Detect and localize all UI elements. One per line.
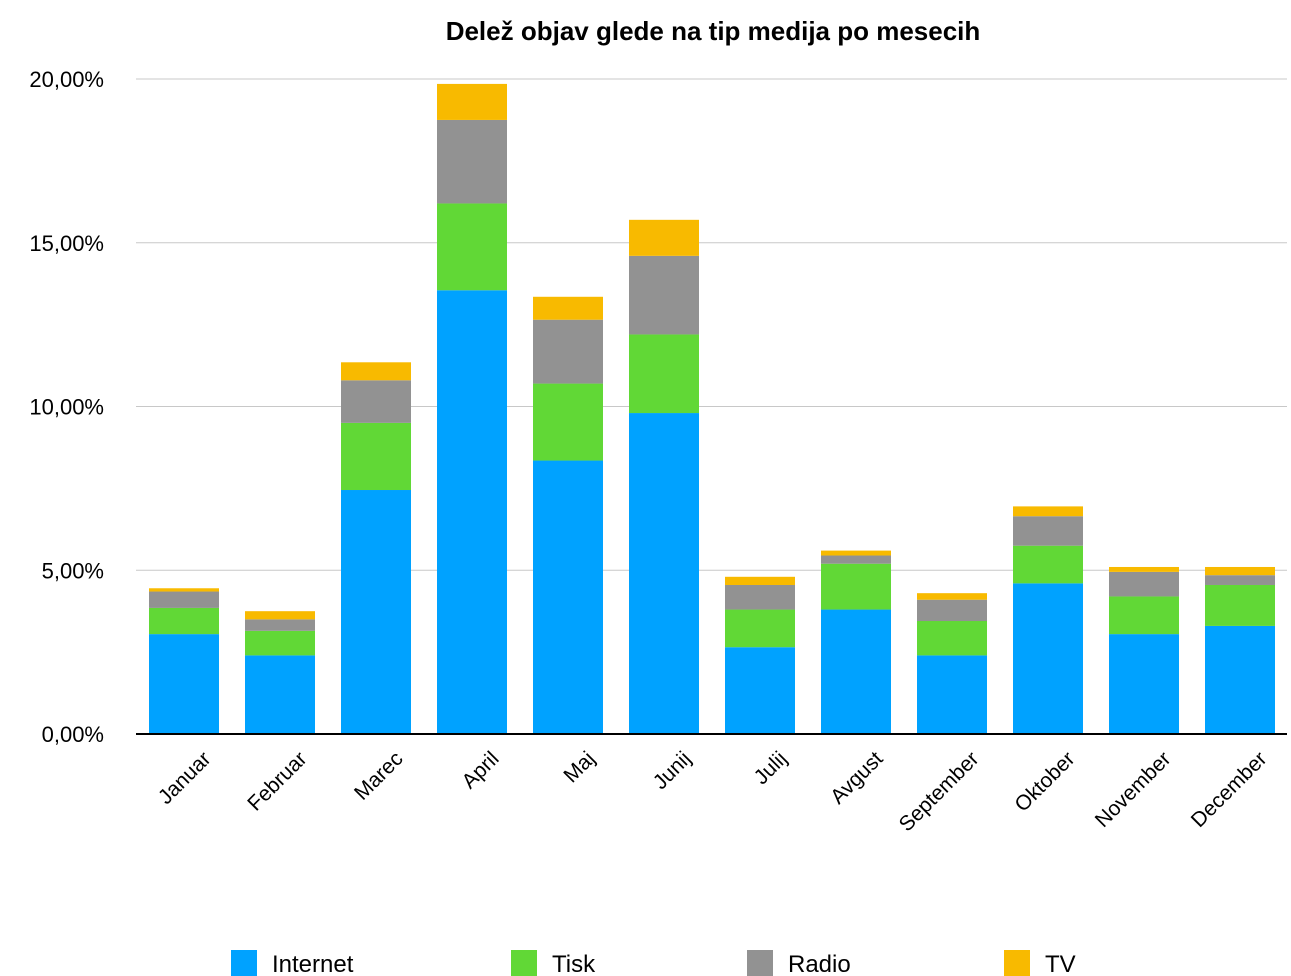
bar-segment-tv	[821, 550, 891, 556]
x-tick-label: December	[1187, 747, 1272, 832]
bar-segment-radio	[1205, 575, 1275, 585]
bar-segment-internet	[725, 647, 795, 734]
bar-segment-tisk	[245, 630, 315, 656]
bar-segment-radio	[341, 380, 411, 423]
bar-segment-internet	[533, 460, 603, 734]
x-tick-label: April	[458, 747, 504, 793]
bar-segment-tv	[533, 296, 603, 320]
bar-segment-radio	[1013, 516, 1083, 546]
bar-segment-tisk	[917, 621, 987, 656]
bar-segment-tv	[437, 83, 507, 120]
bar-segment-tisk	[1205, 584, 1275, 626]
bar-segment-internet	[629, 413, 699, 734]
bar-segment-tisk	[821, 563, 891, 610]
y-tick-label: 0,00%	[42, 722, 104, 747]
bar-segment-radio	[917, 599, 987, 622]
bar-segment-internet	[1109, 634, 1179, 734]
y-tick-label: 5,00%	[42, 558, 104, 583]
bar-segment-tisk	[149, 607, 219, 635]
x-tick-label: Oktober	[1010, 747, 1079, 816]
bar-segment-tv	[341, 362, 411, 381]
y-tick-label: 15,00%	[29, 231, 104, 256]
x-tick-label: September	[895, 747, 984, 836]
bar-segment-tv	[149, 588, 219, 592]
bar-segment-tisk	[533, 383, 603, 461]
bar-segment-tisk	[341, 422, 411, 491]
legend-label-tisk: Tisk	[552, 951, 596, 976]
bar-segment-tisk	[629, 334, 699, 414]
y-axis-ticks: 0,00% 5,00% 10,00% 15,00% 20,00%	[29, 67, 104, 747]
bar-segment-radio	[437, 119, 507, 204]
chart-title: Delež objav glede na tip medija po mesec…	[446, 16, 981, 46]
legend-swatch-radio	[747, 950, 773, 976]
bar-segment-internet	[821, 609, 891, 734]
bars	[149, 83, 1275, 734]
bar-segment-tv	[629, 219, 699, 256]
bar-segment-tisk	[1109, 596, 1179, 635]
bar-segment-radio	[245, 619, 315, 631]
bar-segment-radio	[1109, 571, 1179, 597]
bar-segment-tisk	[725, 609, 795, 648]
bar-segment-radio	[821, 555, 891, 564]
x-tick-label: Februar	[243, 747, 311, 815]
bar-segment-tv	[1205, 566, 1275, 576]
x-tick-label: Avgust	[826, 747, 888, 809]
bar-segment-tisk	[437, 203, 507, 291]
legend-label-tv: TV	[1045, 951, 1076, 976]
x-tick-label: November	[1091, 747, 1176, 832]
x-tick-label: Julij	[750, 747, 792, 789]
bar-segment-internet	[149, 634, 219, 734]
bar-segment-tv	[917, 593, 987, 600]
bar-segment-internet	[245, 655, 315, 734]
bar-segment-internet	[1205, 625, 1275, 734]
x-tick-label: Maj	[559, 747, 599, 787]
bar-segment-radio	[533, 319, 603, 384]
legend-swatch-tisk	[511, 950, 537, 976]
bar-segment-radio	[725, 584, 795, 610]
x-tick-label: Marec	[350, 747, 408, 805]
bar-segment-internet	[917, 655, 987, 734]
legend-label-radio: Radio	[788, 951, 851, 976]
bar-segment-radio	[629, 255, 699, 335]
legend-swatch-internet	[231, 950, 257, 976]
bar-segment-internet	[341, 490, 411, 734]
bar-segment-internet	[1013, 583, 1083, 734]
x-tick-label: Junij	[649, 747, 696, 794]
legend: Internet Tisk Radio TV	[231, 950, 1076, 976]
y-tick-label: 20,00%	[29, 67, 104, 92]
bar-segment-tv	[245, 611, 315, 620]
bar-segment-tisk	[1013, 545, 1083, 584]
gridlines	[136, 78, 1287, 571]
y-tick-label: 10,00%	[29, 395, 104, 420]
bar-segment-tv	[1013, 506, 1083, 517]
bar-segment-tv	[1109, 566, 1179, 572]
legend-swatch-tv	[1004, 950, 1030, 976]
x-axis-labels: Januar Februar Marec April Maj Junij Julij Avgu…	[154, 747, 1272, 836]
bar-segment-tv	[725, 576, 795, 585]
bar-segment-radio	[149, 591, 219, 608]
bar-segment-internet	[437, 290, 507, 734]
legend-label-internet: Internet	[272, 951, 354, 976]
x-tick-label: Januar	[154, 747, 216, 809]
